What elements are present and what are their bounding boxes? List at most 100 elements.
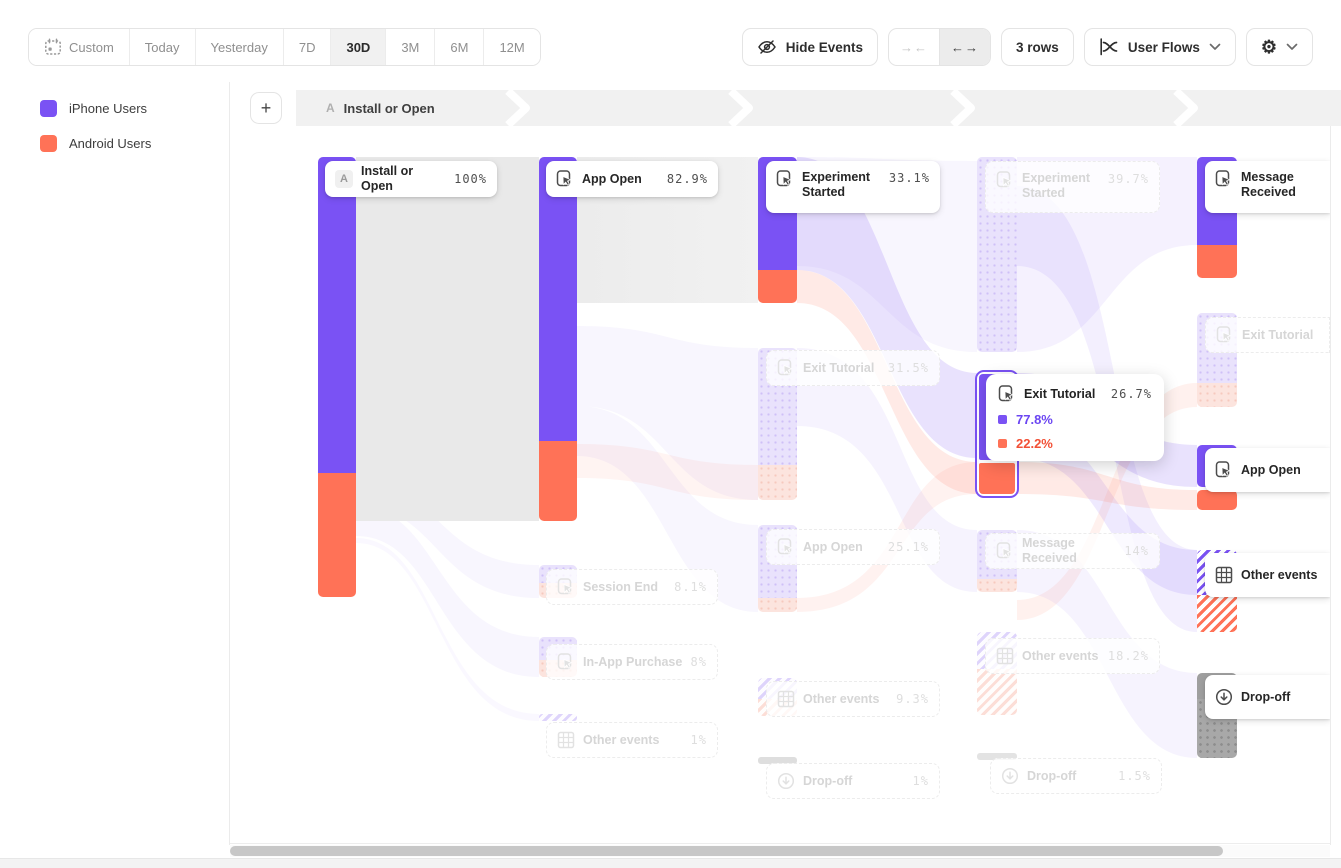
iphone-users-swatch	[40, 100, 57, 117]
event-click-icon	[998, 385, 1016, 403]
canvas-right-border	[1330, 126, 1331, 845]
node-card-install-or-open[interactable]: A Install or Open 100%	[325, 161, 497, 197]
node-card-other-events[interactable]: Other events 18.2%	[985, 638, 1160, 674]
event-click-icon	[1216, 326, 1234, 344]
node-bar-app-open[interactable]	[539, 157, 577, 521]
event-click-icon	[776, 170, 794, 188]
event-click-icon	[996, 542, 1014, 560]
node-card-drop-off[interactable]: Drop-off 1.5%	[990, 758, 1162, 794]
expand-collapse-toggle: →← ←→	[888, 28, 992, 66]
toolbar: Custom Today Yesterday 7D 30D 3M 6M 12M …	[0, 0, 1341, 80]
page-bottom-strip	[0, 858, 1341, 868]
drop-off-icon	[1215, 688, 1233, 706]
date-range-yesterday[interactable]: Yesterday	[195, 29, 284, 65]
node-card-session-end[interactable]: Session End 8.1%	[546, 569, 718, 605]
view-selector-button[interactable]: User Flows	[1083, 28, 1236, 66]
event-badge-a: A	[335, 170, 353, 188]
android-segment	[318, 473, 356, 597]
expand-arrows-icon: ←→	[951, 39, 980, 55]
expand-columns-button[interactable]: ←→	[939, 29, 991, 65]
step-1-header[interactable]: A Install or Open	[326, 90, 435, 126]
android-segment	[758, 270, 797, 303]
node-card-message-received[interactable]: Message Received 14%	[985, 533, 1160, 569]
tooltip-row-android: 22.2%	[998, 436, 1152, 451]
event-click-icon	[557, 653, 575, 671]
sankey-canvas: A Install or Open 100% App Open 82.9% Se…	[230, 126, 1330, 843]
iphone-segment	[539, 157, 577, 441]
chevron-down-icon	[1209, 43, 1221, 51]
other-events-grid-icon	[1215, 566, 1233, 584]
legend-item-android-users[interactable]: Android Users	[40, 135, 151, 152]
legend-item-iphone-users[interactable]: iPhone Users	[40, 100, 147, 117]
horizontal-scrollbar	[230, 845, 1330, 857]
step-header-strip	[296, 90, 1341, 126]
event-click-icon	[557, 578, 575, 596]
date-range-label: Custom	[69, 39, 114, 55]
node-bar-install-or-open[interactable]	[318, 157, 356, 597]
horizontal-scrollbar-thumb[interactable]	[230, 846, 1223, 856]
node-card-exit-tutorial[interactable]: Exit Tutorial 31.5%	[766, 350, 940, 386]
node-bar-drop-off[interactable]	[977, 753, 1017, 760]
event-click-icon	[777, 359, 795, 377]
event-badge-a: A	[326, 101, 335, 115]
node-card-other-events[interactable]: Other events 9.3%	[766, 681, 940, 717]
android-swatch	[998, 439, 1007, 448]
node-card-other-events[interactable]: Other events 1%	[546, 722, 718, 758]
step-label: Install or Open	[343, 100, 435, 116]
android-users-swatch	[40, 135, 57, 152]
collapse-columns-button[interactable]: →←	[889, 29, 939, 65]
hide-events-button[interactable]: Hide Events	[741, 28, 879, 66]
android-segment	[539, 441, 577, 521]
android-segment	[979, 463, 1015, 494]
chevron-down-icon	[1286, 43, 1298, 51]
node-card-app-open[interactable]: App Open 82.9%	[546, 161, 718, 197]
node-card-other-events[interactable]: Other events	[1205, 553, 1330, 597]
eye-off-icon	[757, 38, 777, 56]
node-card-experiment-started[interactable]: Experiment Started 39.7%	[985, 161, 1160, 213]
step-separator-chevron	[1173, 90, 1198, 126]
node-card-message-received[interactable]: Message Received	[1205, 161, 1330, 213]
other-events-grid-icon	[557, 731, 575, 749]
node-card-drop-off[interactable]: Drop-off 1%	[766, 763, 940, 799]
user-flows-icon	[1099, 38, 1119, 56]
date-range-30d[interactable]: 30D	[331, 29, 387, 65]
node-card-drop-off[interactable]: Drop-off	[1205, 675, 1330, 719]
step-separator-chevron	[505, 90, 530, 126]
node-card-in-app-purchase[interactable]: In-App Purchase 8%	[546, 644, 718, 680]
event-click-icon	[556, 170, 574, 188]
date-range-6m[interactable]: 6M	[435, 29, 485, 65]
node-card-app-open[interactable]: App Open 25.1%	[766, 529, 940, 565]
node-tooltip-exit-tutorial: Exit Tutorial 26.7% 77.8% 22.2%	[986, 374, 1164, 461]
date-range-12m[interactable]: 12M	[484, 29, 540, 65]
date-range-3m[interactable]: 3M	[386, 29, 436, 65]
node-bar-app-open-android[interactable]	[1197, 490, 1237, 510]
step-separator-chevron	[728, 90, 753, 126]
rows-count-button[interactable]: 3 rows	[1001, 28, 1074, 66]
date-range-7d[interactable]: 7D	[283, 29, 332, 65]
date-range-group: Custom Today Yesterday 7D 30D 3M 6M 12M	[28, 28, 541, 66]
add-step-button[interactable]: +	[250, 92, 282, 124]
node-bar-drop-off[interactable]	[758, 757, 797, 764]
gear-icon: ⚙	[1260, 37, 1277, 57]
date-range-today[interactable]: Today	[129, 29, 196, 65]
flow-band-step1-step2	[356, 157, 539, 521]
other-events-grid-icon	[996, 647, 1014, 665]
date-range-custom[interactable]: Custom	[29, 29, 130, 65]
event-click-icon	[1215, 170, 1233, 188]
node-card-app-open[interactable]: App Open	[1205, 448, 1330, 492]
settings-button[interactable]: ⚙	[1245, 28, 1313, 66]
event-click-icon	[1215, 461, 1233, 479]
node-bar-other-events[interactable]	[539, 714, 577, 721]
node-card-exit-tutorial[interactable]: Exit Tutorial	[1205, 317, 1330, 353]
node-card-experiment-started[interactable]: Experiment Started 33.1%	[766, 161, 940, 213]
drop-off-icon	[1001, 767, 1019, 785]
canvas-bottom-border	[230, 843, 1330, 844]
tooltip-row-iphone: 77.8%	[998, 412, 1152, 427]
event-click-icon	[996, 171, 1014, 189]
tooltip-value: 26.7%	[1110, 387, 1152, 401]
other-events-grid-icon	[777, 690, 795, 708]
drop-off-icon	[777, 772, 795, 790]
legend-label: iPhone Users	[69, 101, 148, 116]
step-separator-chevron	[950, 90, 975, 126]
